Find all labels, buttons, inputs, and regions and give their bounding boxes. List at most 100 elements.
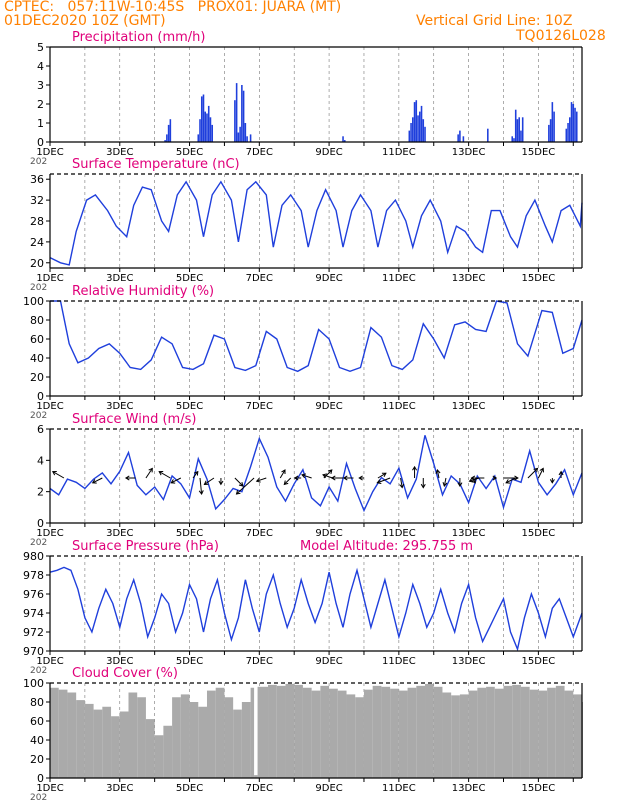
header-model-id: TQ0126L028 xyxy=(516,28,606,44)
cloud-bar xyxy=(250,687,255,778)
precip-bar xyxy=(249,134,252,142)
cloud-bar xyxy=(512,684,521,778)
cloud-bar xyxy=(302,687,312,778)
x-tick-label: 11DEC xyxy=(382,147,416,158)
x-tick-label: 9DEC xyxy=(315,656,342,667)
wind-arrowhead xyxy=(301,473,307,479)
cloud-bar xyxy=(154,735,164,778)
wind-arrow xyxy=(236,477,255,495)
cloud-bar xyxy=(76,700,85,778)
cloud-bar xyxy=(50,687,59,778)
y-tick-label: 4 xyxy=(37,454,44,467)
wind-arrow xyxy=(199,477,203,495)
cloud-bar xyxy=(555,685,565,778)
cloud-bar xyxy=(381,686,391,778)
cloud-bar xyxy=(189,702,199,778)
x-tick-label: 1DEC xyxy=(36,273,63,284)
year-label: 202 xyxy=(30,666,47,676)
x-tick-label: 13DEC xyxy=(452,273,486,284)
precip-bar xyxy=(204,111,207,142)
panel-title: Cloud Cover (%) xyxy=(72,666,178,681)
wind-arrowhead xyxy=(91,479,97,484)
cloud-bar xyxy=(372,685,382,778)
precip-bar xyxy=(209,117,212,142)
precip-bar xyxy=(200,96,203,142)
y-tick-label: 100 xyxy=(23,677,44,690)
cloud-bar xyxy=(285,683,295,778)
y-tick-label: 1 xyxy=(37,117,44,130)
cloud-bar xyxy=(529,689,539,778)
wind-arrow xyxy=(170,477,182,484)
panel-title: Surface Temperature (nC) xyxy=(72,157,240,172)
cloud-bar xyxy=(451,695,460,778)
panel-title: Precipitation (mm/h) xyxy=(72,30,205,45)
wind-arrow xyxy=(52,471,65,479)
x-tick-label: 5DEC xyxy=(176,783,203,794)
year-label: 202 xyxy=(30,283,47,293)
cloud-bar xyxy=(564,690,574,778)
wind-arrow xyxy=(234,477,244,487)
y-tick-label: 978 xyxy=(23,569,44,582)
cloud-bar xyxy=(337,690,347,778)
cloud-bar xyxy=(215,687,225,778)
x-tick-label: 7DEC xyxy=(246,273,273,284)
precip-bar xyxy=(420,105,423,142)
panel-1 xyxy=(46,46,583,146)
series-line xyxy=(49,180,583,266)
precip-bar xyxy=(241,85,243,142)
cloud-bar xyxy=(198,706,207,778)
y-tick-label: 0 xyxy=(37,390,44,403)
cloud-bar xyxy=(442,692,452,778)
x-tick-label: 11DEC xyxy=(382,783,416,794)
precip-bar xyxy=(246,136,248,142)
wind-arrowhead xyxy=(470,475,476,481)
wind-arrowhead xyxy=(533,467,539,473)
wind-arrowhead xyxy=(342,475,348,481)
wind-arrowhead xyxy=(558,470,564,476)
cloud-bar xyxy=(459,694,469,778)
y-tick-label: 0 xyxy=(37,136,44,149)
precip-bar xyxy=(569,117,571,142)
precip-bar xyxy=(520,130,522,142)
wind-arrow xyxy=(377,472,387,479)
y-tick-label: 60 xyxy=(30,333,44,346)
wind-arrow xyxy=(537,468,544,479)
x-tick-label: 13DEC xyxy=(452,528,486,539)
x-tick-label: 3DEC xyxy=(106,528,133,539)
cloud-bar xyxy=(206,690,216,778)
x-tick-label: 11DEC xyxy=(382,273,416,284)
cloud-bar xyxy=(503,685,513,778)
x-tick-label: 1DEC xyxy=(36,656,63,667)
x-tick-label: 5DEC xyxy=(176,401,203,412)
cloud-bar xyxy=(276,685,286,778)
y-tick-label: 100 xyxy=(23,295,44,308)
x-tick-label: 7DEC xyxy=(246,656,273,667)
panel-2 xyxy=(46,173,583,272)
cloud-bar xyxy=(329,688,338,778)
y-tick-label: 2 xyxy=(37,98,44,111)
precip-bar xyxy=(572,104,575,142)
wind-arrow xyxy=(377,477,391,484)
wind-arrow xyxy=(192,471,199,479)
y-tick-label: 0 xyxy=(37,517,44,530)
cloud-bar xyxy=(363,689,373,778)
x-tick-label: 1DEC xyxy=(36,783,63,794)
y-tick-label: 970 xyxy=(23,645,44,658)
wind-arrow xyxy=(505,477,516,484)
x-tick-label: 13DEC xyxy=(452,401,486,412)
wind-arrowhead xyxy=(492,475,498,481)
x-tick-label: 11DEC xyxy=(382,656,416,667)
precip-bar xyxy=(408,130,411,142)
cloud-bar xyxy=(311,690,321,778)
precip-bar xyxy=(235,83,238,142)
precip-bar xyxy=(514,109,517,142)
series-line xyxy=(50,300,583,373)
precip-bar xyxy=(567,123,569,142)
cloud-bar xyxy=(547,687,556,778)
y-tick-label: 60 xyxy=(30,715,44,728)
y-tick-label: 36 xyxy=(30,173,44,186)
precip-bar xyxy=(211,124,214,142)
header-run-time: 01DEC2020 10Z (GMT) xyxy=(4,13,166,29)
panel-title: Relative Humidity (%) xyxy=(72,284,214,299)
cloud-bar xyxy=(58,689,68,778)
